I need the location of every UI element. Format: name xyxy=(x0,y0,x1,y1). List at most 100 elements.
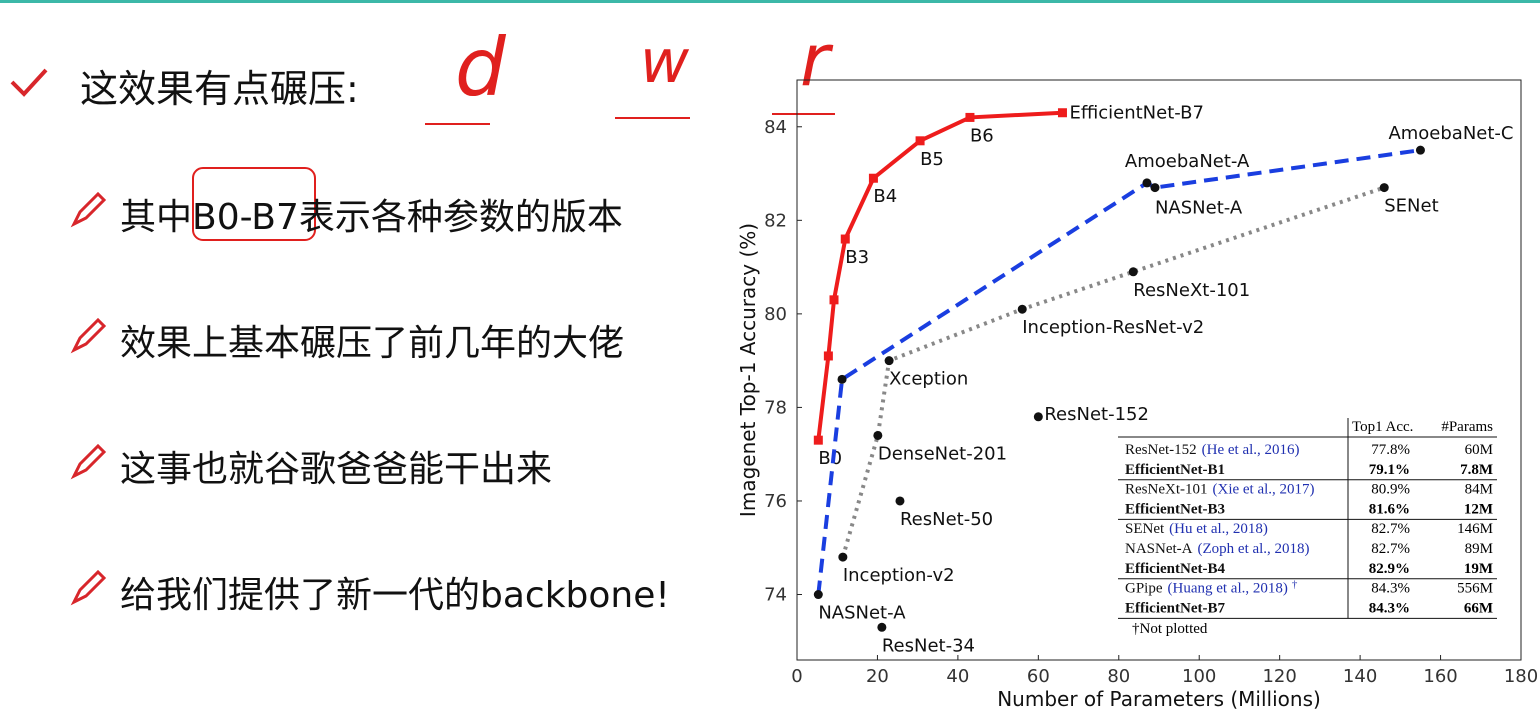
table-note: †Not plotted xyxy=(1132,621,1208,637)
table-cell: EfficientNet-B7 xyxy=(1125,600,1225,616)
table-cell: 12M xyxy=(1464,501,1493,517)
point xyxy=(895,496,905,506)
point-label: ResNet-50 xyxy=(900,509,993,530)
pencil-icon xyxy=(70,317,107,354)
point xyxy=(813,435,823,445)
y-axis-label: Imagenet Top-1 Accuracy (%) xyxy=(736,223,760,517)
point xyxy=(1379,183,1389,193)
model-name: NASNet-A xyxy=(1125,541,1193,557)
point xyxy=(915,136,925,146)
point-label: ResNeXt-101 xyxy=(1133,280,1250,301)
series-line xyxy=(840,185,1385,558)
x-tick-label: 20 xyxy=(866,666,889,687)
point-label: ResNet-152 xyxy=(1044,404,1149,425)
plot-frame xyxy=(796,79,1522,661)
pencil-icons xyxy=(70,191,107,606)
point-label: B4 xyxy=(873,186,897,207)
point-label: Inception-ResNet-v2 xyxy=(1022,317,1204,338)
point xyxy=(1017,304,1027,314)
point-label: B0 xyxy=(818,448,842,469)
table-cell: ResNet-152 (He et al., 2016) xyxy=(1125,442,1300,458)
table-cell: ResNeXt-101 (Xie et al., 2017) xyxy=(1125,482,1315,498)
top-bar xyxy=(0,0,1540,3)
table-header: Top1 Acc. xyxy=(1352,419,1413,435)
point xyxy=(1128,267,1138,277)
point-label: ResNet-34 xyxy=(882,635,975,656)
point xyxy=(877,622,887,632)
table-cell: 79.1% xyxy=(1369,462,1410,478)
citation: (Xie et al., 2017) xyxy=(1213,482,1315,498)
point xyxy=(1142,178,1152,188)
table-cell: EfficientNet-B4 xyxy=(1125,561,1225,577)
point-label: B6 xyxy=(970,125,994,146)
point xyxy=(813,590,823,600)
y-tick-label: 78 xyxy=(764,397,787,418)
y-tick-label: 84 xyxy=(764,117,787,138)
citation: (Hu et al., 2018) xyxy=(1169,521,1268,537)
table-cell: EfficientNet-B1 xyxy=(1125,462,1225,478)
point-label: B5 xyxy=(920,149,944,170)
model-name: EfficientNet-B4 xyxy=(1125,561,1225,577)
model-name: SENet xyxy=(1125,521,1165,537)
model-name: EfficientNet-B1 xyxy=(1125,462,1225,478)
x-tick-label: 40 xyxy=(946,666,969,687)
table-cell: 82.7% xyxy=(1371,541,1410,557)
x-tick-label: 140 xyxy=(1343,666,1377,687)
x-tick-label: 80 xyxy=(1107,666,1130,687)
y-tick-label: 74 xyxy=(764,585,787,606)
handwriting: w xyxy=(640,27,690,97)
citation: (He et al., 2016) xyxy=(1202,442,1300,458)
bullet: 给我们提供了新一代的backbone! xyxy=(120,575,670,616)
point-label: Xception xyxy=(889,369,968,390)
table-header: #Params xyxy=(1441,419,1493,435)
x-axis-label: Number of Parameters (Millions) xyxy=(997,687,1321,711)
point xyxy=(840,234,850,244)
point xyxy=(868,173,878,183)
y-tick-label: 82 xyxy=(764,210,787,231)
table-cell: 82.9% xyxy=(1369,561,1410,577)
model-name: EfficientNet-B7 xyxy=(1125,600,1225,616)
point-label: EfficientNet-B7 xyxy=(1069,103,1203,124)
point-label: AmoebaNet-A xyxy=(1125,151,1250,172)
x-tick-label: 60 xyxy=(1027,666,1050,687)
point xyxy=(823,351,833,361)
table-cell: 7.8M xyxy=(1460,462,1493,478)
table-cell: 19M xyxy=(1464,561,1493,577)
y-tick-label: 80 xyxy=(764,304,787,325)
point-label: DenseNet-201 xyxy=(878,443,1007,464)
heading: 这效果有点碾压: xyxy=(80,67,359,111)
handwriting: d xyxy=(455,21,507,114)
series-line xyxy=(816,110,1063,441)
y-tick-label: 76 xyxy=(764,491,787,512)
point xyxy=(965,112,975,122)
point-label: AmoebaNet-C xyxy=(1388,123,1513,144)
table-cell: 80.9% xyxy=(1371,482,1410,498)
model-name: ResNeXt-101 xyxy=(1125,482,1208,498)
point xyxy=(1415,145,1425,155)
bullet: 效果上基本碾压了前几年的大佬 xyxy=(120,323,625,364)
point xyxy=(1150,183,1160,193)
model-name: EfficientNet-B3 xyxy=(1125,501,1225,517)
table-cell: 146M xyxy=(1457,521,1493,537)
point xyxy=(1033,412,1043,422)
table-cell: 66M xyxy=(1464,600,1493,616)
point xyxy=(1057,108,1067,118)
point-label: SENet xyxy=(1384,196,1438,217)
x-tick-label: 120 xyxy=(1262,666,1296,687)
model-name: GPipe xyxy=(1125,581,1163,597)
table-cell: 84.3% xyxy=(1369,600,1410,616)
table-cell: 60M xyxy=(1465,442,1493,458)
table-cell: 81.6% xyxy=(1369,501,1410,517)
point-label: NASNet-A xyxy=(1155,198,1243,219)
table-cell: GPipe (Huang et al., 2018) † xyxy=(1125,579,1298,597)
bullet: 这事也就谷歌爸爸能干出来 xyxy=(120,449,553,490)
table-cell: 77.8% xyxy=(1371,442,1410,458)
point xyxy=(829,295,839,305)
x-tick-label: 0 xyxy=(791,666,802,687)
table-cell: SENet (Hu et al., 2018) xyxy=(1125,521,1268,537)
pencil-icon xyxy=(70,443,107,480)
table-cell: NASNet-A (Zoph et al., 2018) xyxy=(1125,541,1310,557)
point xyxy=(838,552,848,562)
